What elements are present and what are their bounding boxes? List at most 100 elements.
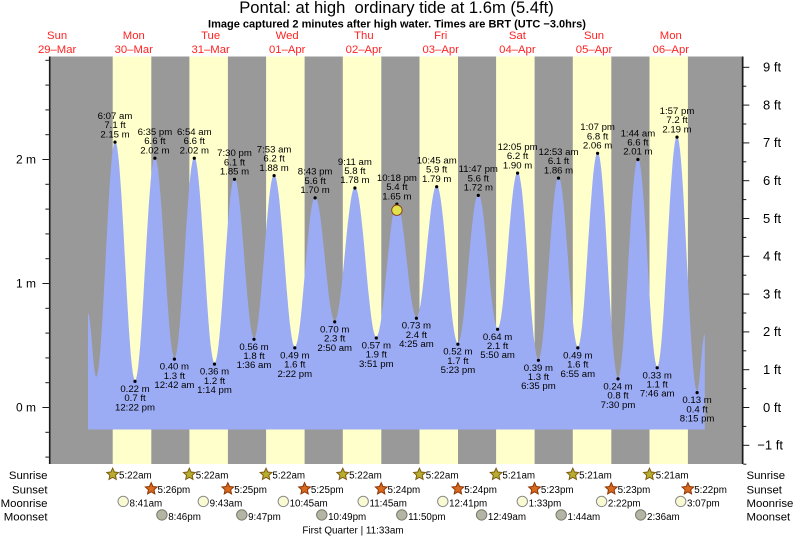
svg-text:7.1 ft: 7.1 ft bbox=[104, 120, 126, 131]
svg-text:Pontal: at high ordinary tide: Pontal: at high ordinary tide at 1.6m (5… bbox=[239, 0, 554, 17]
svg-text:04–Apr: 04–Apr bbox=[499, 44, 536, 56]
svg-text:10:18 pm: 10:18 pm bbox=[377, 173, 417, 184]
svg-text:2 m: 2 m bbox=[16, 153, 36, 167]
svg-text:5:22am: 5:22am bbox=[119, 471, 152, 482]
svg-text:03–Apr: 03–Apr bbox=[422, 44, 459, 56]
svg-text:12:22 pm: 12:22 pm bbox=[115, 402, 155, 413]
svg-text:1.2 ft: 1.2 ft bbox=[204, 376, 226, 387]
svg-text:1.65 m: 1.65 m bbox=[382, 191, 411, 202]
svg-text:0.49 m: 0.49 m bbox=[280, 350, 309, 361]
svg-text:7.2 ft: 7.2 ft bbox=[666, 115, 688, 126]
svg-text:2 ft: 2 ft bbox=[763, 324, 781, 339]
svg-text:10:45 am: 10:45 am bbox=[417, 156, 457, 167]
svg-text:Moonrise: Moonrise bbox=[747, 498, 793, 510]
svg-text:5.9 ft: 5.9 ft bbox=[426, 165, 448, 176]
svg-text:6:55 am: 6:55 am bbox=[560, 369, 595, 380]
svg-text:Sat: Sat bbox=[509, 30, 527, 42]
svg-text:11:47 pm: 11:47 pm bbox=[459, 164, 498, 175]
svg-text:8:43 pm: 8:43 pm bbox=[298, 167, 333, 178]
svg-text:2.3 ft: 2.3 ft bbox=[324, 334, 346, 345]
svg-text:2.19 m: 2.19 m bbox=[662, 124, 691, 135]
svg-text:1:07 pm: 1:07 pm bbox=[580, 122, 615, 133]
svg-text:1.88 m: 1.88 m bbox=[259, 163, 288, 174]
svg-text:0.24 m: 0.24 m bbox=[603, 381, 632, 392]
svg-text:11:45am: 11:45am bbox=[370, 499, 407, 510]
svg-text:0.49 m: 0.49 m bbox=[563, 350, 592, 361]
svg-text:Mon: Mon bbox=[660, 30, 682, 42]
svg-text:Thu: Thu bbox=[354, 30, 373, 42]
svg-text:6:35 pm: 6:35 pm bbox=[138, 127, 173, 138]
svg-text:Tue: Tue bbox=[201, 30, 220, 42]
svg-text:2.01 m: 2.01 m bbox=[623, 147, 652, 158]
svg-text:7:53 am: 7:53 am bbox=[257, 144, 292, 155]
svg-text:5:23pm: 5:23pm bbox=[618, 485, 651, 496]
svg-text:12:42 am: 12:42 am bbox=[154, 380, 194, 391]
svg-text:1.70 m: 1.70 m bbox=[300, 185, 329, 196]
svg-text:6.1 ft: 6.1 ft bbox=[548, 156, 570, 167]
svg-text:2.06 m: 2.06 m bbox=[583, 141, 612, 152]
svg-text:6.2 ft: 6.2 ft bbox=[263, 154, 285, 165]
svg-text:0.36 m: 0.36 m bbox=[200, 367, 229, 378]
svg-text:6.6 ft: 6.6 ft bbox=[627, 138, 649, 149]
svg-text:1.8 ft: 1.8 ft bbox=[243, 351, 265, 362]
svg-text:02–Apr: 02–Apr bbox=[346, 44, 383, 56]
svg-text:5:23pm: 5:23pm bbox=[541, 485, 574, 496]
svg-text:3:51 pm: 3:51 pm bbox=[359, 359, 394, 370]
svg-text:11:50pm: 11:50pm bbox=[408, 512, 445, 523]
svg-text:5:23 pm: 5:23 pm bbox=[441, 365, 476, 376]
svg-text:1.79 m: 1.79 m bbox=[422, 174, 451, 185]
svg-text:5:26pm: 5:26pm bbox=[158, 485, 191, 496]
svg-text:1.1 ft: 1.1 ft bbox=[647, 380, 669, 391]
svg-text:29–Mar: 29–Mar bbox=[38, 44, 77, 56]
svg-text:8:41am: 8:41am bbox=[130, 499, 163, 510]
svg-text:2:50 am: 2:50 am bbox=[317, 343, 352, 354]
svg-text:Sun: Sun bbox=[47, 30, 67, 42]
svg-text:6 ft: 6 ft bbox=[763, 173, 781, 188]
svg-text:Image captured 2 minutes after: Image captured 2 minutes after high wate… bbox=[208, 19, 586, 31]
svg-text:1.72 m: 1.72 m bbox=[464, 183, 493, 194]
svg-text:0.39 m: 0.39 m bbox=[524, 363, 553, 374]
svg-text:5:22am: 5:22am bbox=[196, 471, 229, 482]
svg-text:1.9 ft: 1.9 ft bbox=[366, 350, 388, 361]
svg-text:6:54 am: 6:54 am bbox=[177, 127, 212, 138]
svg-text:5:25pm: 5:25pm bbox=[311, 485, 344, 496]
svg-text:7:30 pm: 7:30 pm bbox=[217, 148, 252, 159]
svg-text:5:24pm: 5:24pm bbox=[388, 485, 421, 496]
svg-text:2.15 m: 2.15 m bbox=[100, 129, 129, 140]
svg-text:10:45am: 10:45am bbox=[290, 499, 328, 510]
svg-text:2.02 m: 2.02 m bbox=[180, 145, 209, 156]
svg-text:5:22am: 5:22am bbox=[426, 471, 459, 482]
svg-text:0.33 m: 0.33 m bbox=[643, 370, 672, 381]
svg-text:Mon: Mon bbox=[123, 30, 145, 42]
svg-text:2.4 ft: 2.4 ft bbox=[406, 330, 428, 341]
svg-text:0.40 m: 0.40 m bbox=[160, 362, 189, 373]
svg-text:5.6 ft: 5.6 ft bbox=[304, 176, 326, 187]
svg-text:6:35 pm: 6:35 pm bbox=[521, 381, 556, 392]
svg-text:31–Mar: 31–Mar bbox=[191, 44, 230, 56]
svg-text:0.64 m: 0.64 m bbox=[483, 332, 512, 343]
svg-text:1.85 m: 1.85 m bbox=[220, 167, 249, 178]
svg-text:Fri: Fri bbox=[434, 30, 447, 42]
svg-text:0.56 m: 0.56 m bbox=[239, 342, 268, 353]
svg-text:2.1 ft: 2.1 ft bbox=[487, 341, 509, 352]
svg-text:0.7 ft: 0.7 ft bbox=[124, 393, 146, 404]
svg-text:4:25 am: 4:25 am bbox=[399, 339, 434, 350]
svg-text:5:22am: 5:22am bbox=[272, 471, 305, 482]
svg-text:1.90 m: 1.90 m bbox=[503, 160, 532, 171]
svg-text:7:30 pm: 7:30 pm bbox=[601, 400, 636, 411]
svg-text:3 ft: 3 ft bbox=[763, 286, 781, 301]
svg-text:8 ft: 8 ft bbox=[763, 97, 781, 112]
svg-text:5:22am: 5:22am bbox=[349, 471, 382, 482]
svg-text:Moonrise: Moonrise bbox=[1, 498, 48, 510]
svg-text:1.78 m: 1.78 m bbox=[340, 175, 369, 186]
svg-text:Sunrise: Sunrise bbox=[747, 470, 786, 482]
svg-text:5:21am: 5:21am bbox=[579, 471, 612, 482]
svg-text:0 ft: 0 ft bbox=[763, 400, 781, 415]
svg-text:5:50 am: 5:50 am bbox=[480, 350, 515, 361]
svg-text:9:47pm: 9:47pm bbox=[248, 512, 281, 523]
svg-text:1.6 ft: 1.6 ft bbox=[284, 360, 306, 371]
svg-text:Moonset: Moonset bbox=[4, 511, 49, 523]
svg-text:4 ft: 4 ft bbox=[763, 249, 781, 264]
svg-text:1:44 am: 1:44 am bbox=[621, 128, 656, 139]
svg-text:6.6 ft: 6.6 ft bbox=[144, 136, 166, 147]
